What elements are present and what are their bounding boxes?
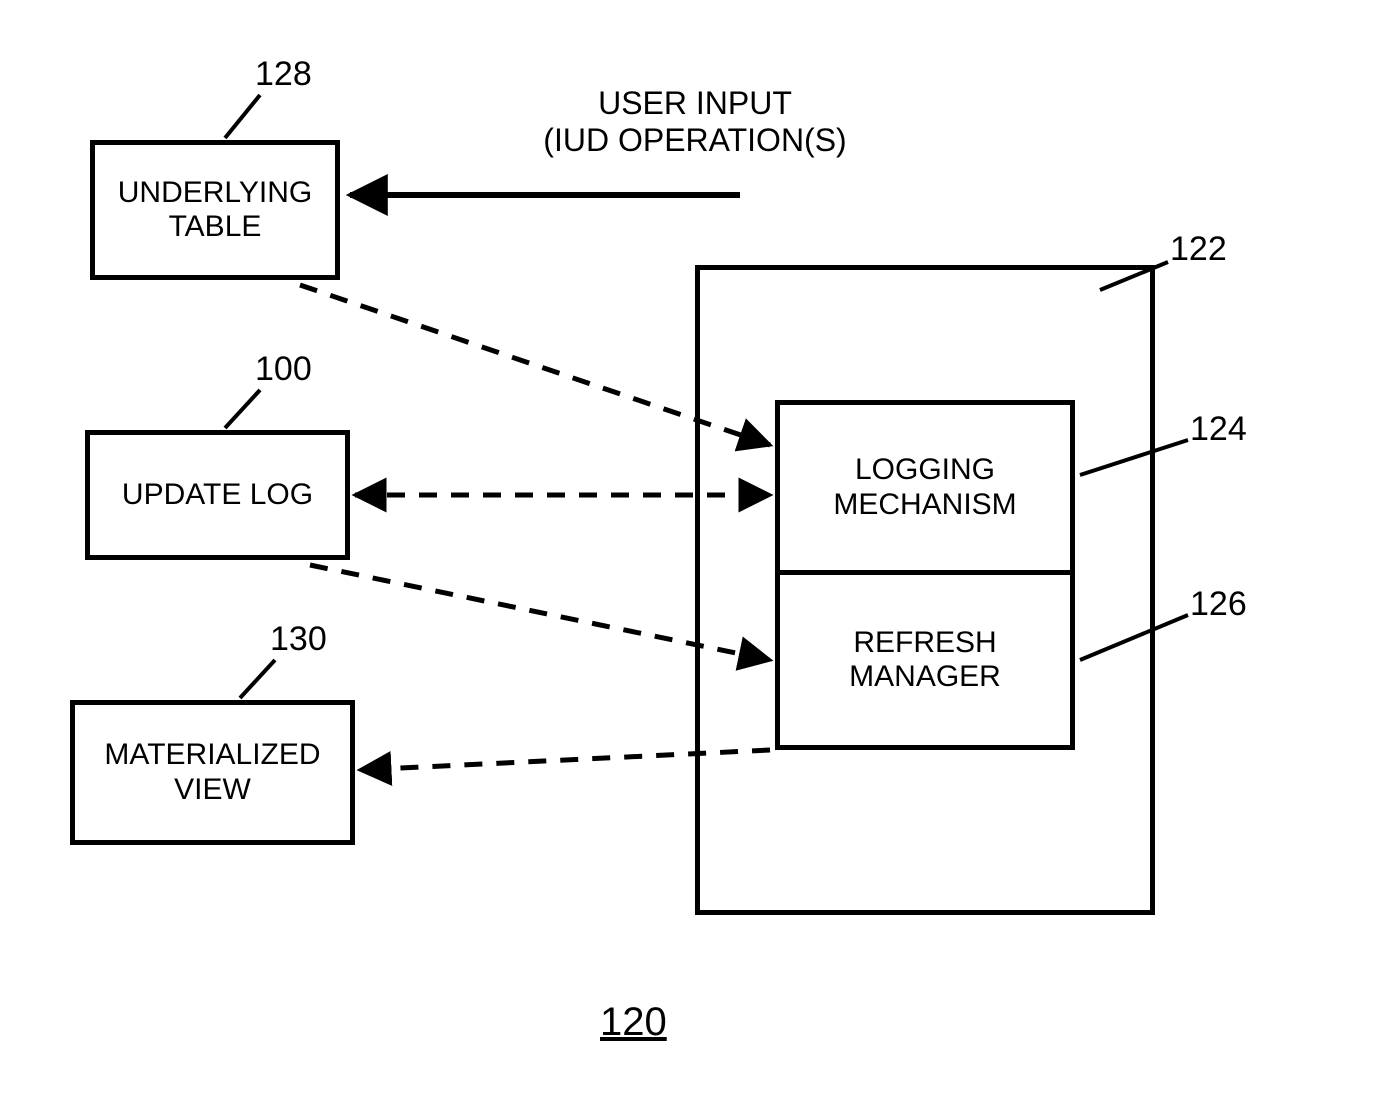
label-refresh-manager: REFRESHMANAGER	[849, 626, 1001, 695]
label-user-input-line1: USER INPUT	[470, 85, 920, 122]
ref-130: 130	[270, 620, 327, 659]
box-logging-mechanism: LOGGINGMECHANISM	[775, 400, 1075, 575]
label-underlying-table: UNDERLYINGTABLE	[118, 176, 312, 245]
leader-100	[225, 390, 260, 428]
diagram-canvas: UNDERLYINGTABLE UPDATE LOG MATERIALIZEDV…	[0, 0, 1374, 1111]
label-logging-mechanism: LOGGINGMECHANISM	[833, 453, 1016, 522]
ref-126: 126	[1190, 585, 1247, 624]
ref-128: 128	[255, 55, 312, 94]
ref-124: 124	[1190, 410, 1247, 449]
ref-100: 100	[255, 350, 312, 389]
label-materialized-view: MATERIALIZEDVIEW	[104, 738, 320, 807]
leader-128	[225, 95, 260, 138]
box-refresh-manager: REFRESHMANAGER	[775, 575, 1075, 750]
label-user-input-line2: (IUD OPERATION(S)	[470, 122, 920, 159]
figure-number: 120	[600, 1000, 667, 1045]
label-user-input: USER INPUT (IUD OPERATION(S)	[470, 85, 920, 159]
label-update-log: UPDATE LOG	[122, 478, 313, 513]
box-update-log: UPDATE LOG	[85, 430, 350, 560]
ref-122: 122	[1170, 230, 1227, 269]
box-materialized-view: MATERIALIZEDVIEW	[70, 700, 355, 845]
box-underlying-table: UNDERLYINGTABLE	[90, 140, 340, 280]
leader-130	[240, 660, 275, 698]
